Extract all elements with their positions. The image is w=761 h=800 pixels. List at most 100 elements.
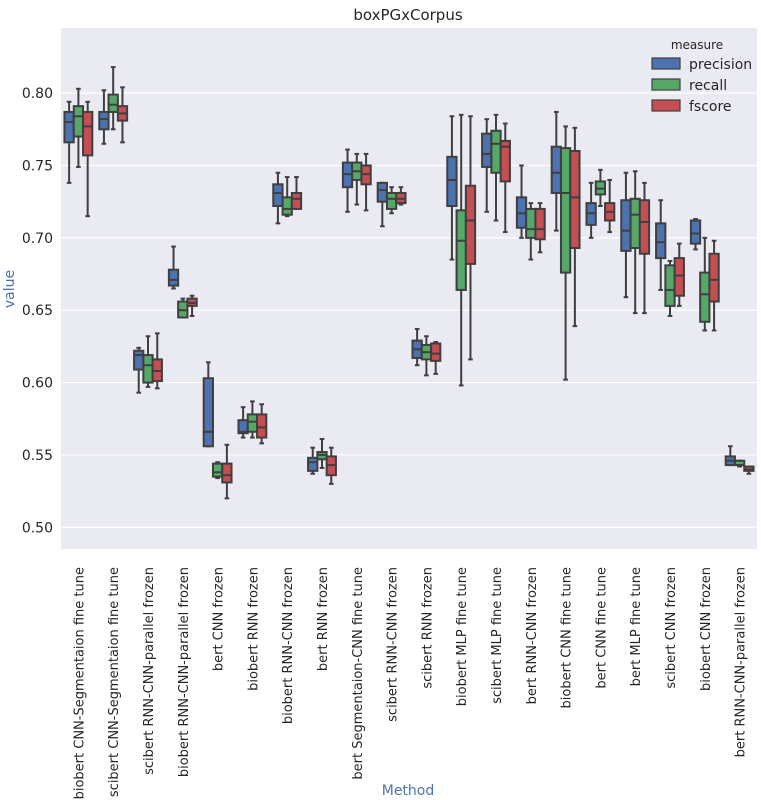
legend-swatch-fscore — [651, 99, 681, 112]
box-body — [72, 105, 85, 138]
x-tick-label: bert RNN frozen — [316, 567, 331, 671]
x-tick-label: biobert CNN-Segmentaion fine tune — [72, 567, 87, 799]
box-body — [569, 150, 581, 249]
x-tick-label: biobert MLP fine tune — [455, 567, 470, 706]
y-tick-label: 0.75 — [22, 158, 53, 174]
box-fscore-3 — [151, 332, 163, 390]
box-fscore-7 — [290, 176, 303, 210]
box-precision-4 — [167, 245, 180, 290]
box-body — [167, 268, 180, 287]
box-fscore-17 — [638, 181, 651, 315]
y-tick-label: 0.65 — [22, 303, 53, 319]
box-precision-18 — [655, 199, 667, 291]
box-fscore-2 — [116, 86, 129, 144]
box-recall-13 — [490, 113, 502, 222]
box-body — [620, 199, 632, 252]
box-body — [82, 110, 94, 157]
box-recall-20 — [733, 459, 746, 468]
box-body — [211, 462, 224, 478]
box-fscore-20 — [743, 465, 755, 475]
box-body — [559, 147, 572, 274]
box-body — [534, 207, 546, 241]
y-tick-labels: 0.50 0.55 0.60 0.65 0.70 0.75 0.80 — [22, 86, 53, 536]
box-recall-2 — [107, 66, 119, 131]
box-fscore-10 — [395, 186, 407, 206]
box-precision-12 — [446, 115, 458, 261]
x-tick-label: scibert CNN-Segmentaion fine tune — [107, 567, 122, 797]
box-body — [455, 209, 467, 291]
y-tick-label: 0.50 — [22, 520, 53, 536]
box-body — [256, 413, 268, 439]
y-axis-label: value — [2, 270, 18, 308]
box-precision-19 — [689, 218, 702, 251]
box-fscore-14 — [534, 202, 546, 254]
legend-label-fscore: fscore — [689, 99, 732, 115]
box-body — [699, 271, 711, 323]
box-body — [98, 110, 110, 131]
box-body — [446, 155, 458, 208]
x-tick-label: biobert RNN-CNN frozen — [281, 567, 296, 724]
x-tick-label: bert RNN-CNN-parallel frozen — [734, 567, 749, 757]
box-body — [290, 191, 303, 210]
box-recall-16 — [594, 168, 607, 208]
x-tick-label: scibert RNN frozen — [420, 567, 435, 689]
x-tick-label: bert MLP fine tune — [629, 567, 644, 686]
y-tick-label: 0.70 — [22, 231, 53, 247]
x-tick-label: bert Segmentaion-CNN fine tune — [351, 567, 366, 780]
box-precision-5 — [202, 361, 214, 448]
box-body — [499, 139, 511, 183]
box-body — [481, 132, 493, 168]
y-tick-label: 0.60 — [22, 376, 53, 392]
box-precision-14 — [515, 164, 528, 239]
x-tick-label: scibert RNN-CNN-parallel frozen — [142, 567, 157, 775]
box-body — [629, 197, 641, 249]
box-recall-19 — [699, 236, 711, 332]
x-tick-label: bert CNN frozen — [212, 567, 227, 671]
y-tick-label: 0.80 — [22, 86, 53, 102]
box-precision-16 — [585, 181, 597, 239]
box-body — [246, 413, 259, 433]
box-fscore-9 — [360, 152, 372, 212]
box-body — [464, 184, 477, 265]
box-precision-2 — [98, 89, 110, 145]
box-body — [133, 349, 145, 371]
x-tick-label: scibert CNN frozen — [664, 567, 679, 689]
box-fscore-15 — [569, 126, 581, 328]
box-body — [673, 257, 685, 297]
legend: measure precision recall fscore — [651, 38, 752, 115]
plot-area — [61, 28, 757, 549]
legend-swatch-precision — [651, 57, 681, 70]
x-tick-label: scibert MLP fine tune — [490, 567, 505, 704]
chart-title: boxPGxCorpus — [353, 6, 463, 24]
grid-lines — [61, 92, 757, 528]
box-fscore-4 — [186, 294, 198, 317]
box-body — [376, 181, 388, 203]
x-tick-label: biobert CNN frozen — [699, 567, 714, 691]
box-body — [142, 354, 154, 384]
box-precision-7 — [272, 171, 284, 225]
box-precision-8 — [307, 446, 319, 475]
box-precision-9 — [341, 148, 354, 213]
box-body — [664, 264, 676, 307]
box-recall-5 — [211, 461, 224, 480]
box-fscore-6 — [256, 403, 268, 445]
box-body — [708, 252, 720, 303]
box-body — [430, 342, 442, 362]
legend-title: measure — [671, 38, 723, 52]
box-body — [550, 145, 562, 194]
x-axis-label: Method — [382, 783, 435, 799]
box-fscore-1 — [82, 100, 94, 218]
box-body — [525, 207, 537, 239]
x-tick-label: biobert RNN-CNN-parallel frozen — [177, 567, 192, 777]
y-tick-label: 0.55 — [22, 448, 53, 464]
box-body — [638, 199, 651, 255]
legend-label-recall: recall — [689, 78, 727, 94]
box-fscore-11 — [430, 341, 442, 375]
x-tick-label: scibert RNN-CNN frozen — [386, 567, 401, 722]
x-tick-label: biobert RNN frozen — [246, 567, 261, 691]
legend-label-precision: precision — [689, 57, 752, 73]
box-body — [272, 183, 284, 208]
box-body — [202, 377, 214, 448]
